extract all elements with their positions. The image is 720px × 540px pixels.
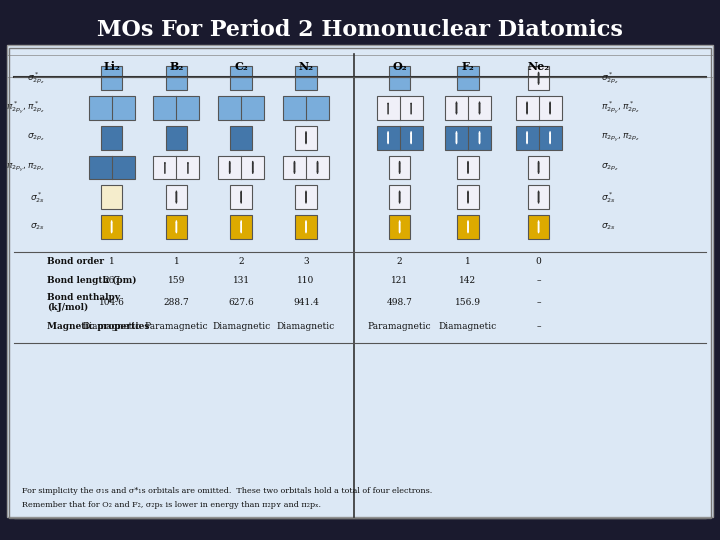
- Bar: [528, 66, 549, 90]
- Text: 2: 2: [397, 258, 402, 266]
- Text: 1: 1: [174, 258, 179, 266]
- Text: Diamagnetic: Diamagnetic: [212, 322, 270, 331]
- Text: $\sigma^*_{2p_z}$: $\sigma^*_{2p_z}$: [601, 71, 619, 86]
- Text: Ne₂: Ne₂: [528, 62, 549, 72]
- Bar: [295, 66, 317, 90]
- Text: $\sigma_{2p_z}$: $\sigma_{2p_z}$: [27, 132, 45, 143]
- Text: 288.7: 288.7: [163, 298, 189, 307]
- Bar: [218, 96, 264, 120]
- Text: Paramagnetic: Paramagnetic: [368, 322, 431, 331]
- Bar: [230, 66, 252, 90]
- Bar: [230, 126, 252, 150]
- Bar: [389, 185, 410, 209]
- Text: 941.4: 941.4: [293, 298, 319, 307]
- Bar: [445, 126, 491, 150]
- Bar: [377, 126, 423, 150]
- Bar: [7, 45, 713, 517]
- Bar: [101, 215, 122, 239]
- Text: $\pi^*_{2p_y},\pi^*_{2p_z}$: $\pi^*_{2p_y},\pi^*_{2p_z}$: [601, 99, 640, 117]
- Bar: [218, 156, 264, 179]
- Text: 159: 159: [168, 276, 185, 285]
- Text: 267: 267: [103, 276, 120, 285]
- Text: 3: 3: [303, 258, 309, 266]
- Text: Magnetic properties: Magnetic properties: [47, 322, 149, 331]
- Bar: [101, 126, 122, 150]
- Text: B₂: B₂: [169, 62, 184, 72]
- Bar: [283, 156, 329, 179]
- Bar: [230, 185, 252, 209]
- Text: Paramagnetic: Paramagnetic: [145, 322, 208, 331]
- Text: $\pi^*_{2p_y},\pi^*_{2p_z}$: $\pi^*_{2p_y},\pi^*_{2p_z}$: [6, 99, 45, 117]
- Text: Bond enthalpy
(kJ/mol): Bond enthalpy (kJ/mol): [47, 293, 120, 312]
- Bar: [101, 66, 122, 90]
- Bar: [230, 215, 252, 239]
- Text: O₂: O₂: [392, 62, 407, 72]
- Bar: [283, 96, 329, 120]
- Bar: [377, 96, 423, 120]
- Text: 627.6: 627.6: [228, 298, 254, 307]
- Bar: [89, 156, 135, 179]
- Bar: [389, 156, 410, 179]
- Text: $\sigma^*_{2s}$: $\sigma^*_{2s}$: [601, 190, 616, 205]
- Text: $\sigma_{2s}$: $\sigma_{2s}$: [30, 221, 45, 232]
- Text: For simplicity the σ₁s and σ*₁s orbitals are omitted.  These two orbitals hold a: For simplicity the σ₁s and σ*₁s orbitals…: [22, 488, 432, 495]
- Text: $\sigma_{2p_z}$: $\sigma_{2p_z}$: [601, 162, 619, 173]
- Bar: [445, 96, 491, 120]
- Text: 498.7: 498.7: [387, 298, 413, 307]
- Bar: [528, 215, 549, 239]
- Text: –: –: [536, 298, 541, 307]
- Bar: [528, 156, 549, 179]
- Text: 121: 121: [391, 276, 408, 285]
- Text: –: –: [536, 276, 541, 285]
- Bar: [457, 185, 479, 209]
- Bar: [457, 156, 479, 179]
- Bar: [295, 185, 317, 209]
- Text: 131: 131: [233, 276, 250, 285]
- Text: N₂: N₂: [299, 62, 313, 72]
- Bar: [295, 126, 317, 150]
- Text: 1: 1: [465, 258, 471, 266]
- Text: MOs For Period 2 Homonuclear Diatomics: MOs For Period 2 Homonuclear Diatomics: [97, 19, 623, 41]
- Text: 142: 142: [459, 276, 477, 285]
- Bar: [389, 66, 410, 90]
- Text: 156.9: 156.9: [455, 298, 481, 307]
- Text: Li₂: Li₂: [103, 62, 120, 72]
- Text: –: –: [536, 322, 541, 331]
- Text: 0: 0: [536, 258, 541, 266]
- Text: 1: 1: [109, 258, 114, 266]
- Bar: [166, 66, 187, 90]
- Bar: [457, 66, 479, 90]
- Bar: [528, 185, 549, 209]
- Text: C₂: C₂: [234, 62, 248, 72]
- Text: 110: 110: [297, 276, 315, 285]
- Bar: [389, 215, 410, 239]
- Bar: [166, 215, 187, 239]
- Text: $\sigma^*_{2s}$: $\sigma^*_{2s}$: [30, 190, 45, 205]
- Text: $\sigma_{2s}$: $\sigma_{2s}$: [601, 221, 616, 232]
- Bar: [295, 215, 317, 239]
- Bar: [101, 185, 122, 209]
- Bar: [457, 215, 479, 239]
- Text: $\sigma^*_{2p_z}$: $\sigma^*_{2p_z}$: [27, 71, 45, 86]
- Text: $\pi_{2p_y},\pi_{2p_z}$: $\pi_{2p_y},\pi_{2p_z}$: [601, 131, 640, 144]
- Bar: [516, 126, 562, 150]
- Bar: [9, 48, 711, 518]
- Text: 104.6: 104.6: [99, 298, 125, 307]
- Bar: [516, 96, 562, 120]
- Text: $\pi_{2p_y},\pi_{2p_z}$: $\pi_{2p_y},\pi_{2p_z}$: [6, 161, 45, 174]
- Text: 2: 2: [238, 258, 244, 266]
- Bar: [89, 96, 135, 120]
- Bar: [153, 156, 199, 179]
- Text: Diamagnetic: Diamagnetic: [277, 322, 335, 331]
- Text: Diamagnetic: Diamagnetic: [439, 322, 497, 331]
- Text: Bond order: Bond order: [47, 258, 104, 266]
- Text: Bond length (pm): Bond length (pm): [47, 276, 136, 285]
- Bar: [153, 96, 199, 120]
- Text: F₂: F₂: [462, 62, 474, 72]
- Text: Diamagnetic: Diamagnetic: [83, 322, 140, 331]
- Bar: [7, 55, 713, 77]
- Bar: [166, 126, 187, 150]
- Text: Remember that for O₂ and F₂, σ₂pₓ is lower in energy than π₂pʏ and π₂pₓ.: Remember that for O₂ and F₂, σ₂pₓ is low…: [22, 501, 320, 509]
- Bar: [166, 185, 187, 209]
